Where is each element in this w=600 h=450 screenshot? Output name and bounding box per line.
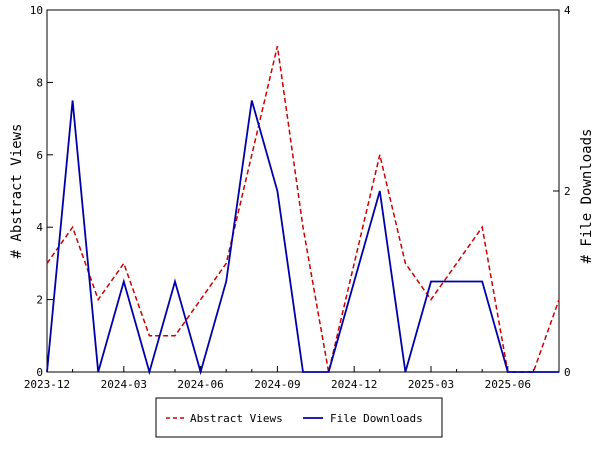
axes bbox=[46, 9, 560, 373]
y-axis-left-title: # Abstract Views bbox=[9, 124, 25, 259]
x-tick-label: 2023-12 bbox=[24, 378, 70, 391]
y-left-tick-label: 8 bbox=[36, 76, 43, 89]
y-left-tick-label: 6 bbox=[36, 149, 43, 162]
y-right-tick-label: 2 bbox=[564, 185, 571, 198]
x-tick-label: 2024-03 bbox=[101, 378, 147, 391]
legend-label-file-downloads: File Downloads bbox=[330, 412, 423, 425]
series-line-file-downloads bbox=[46, 100, 559, 376]
y-axis-right-title: # File Downloads bbox=[579, 129, 595, 264]
legend-box bbox=[155, 397, 443, 438]
x-tick-label: 2024-12 bbox=[331, 378, 377, 391]
y-left-tick-label: 10 bbox=[30, 4, 43, 17]
series-layer bbox=[46, 46, 560, 376]
legend: Abstract Views File Downloads bbox=[155, 397, 443, 438]
y-left-tick-label: 0 bbox=[36, 366, 43, 379]
x-tick-label: 2025-06 bbox=[485, 378, 531, 391]
y-right-tick-label: 4 bbox=[564, 4, 571, 17]
y-left-tick-label: 2 bbox=[36, 294, 43, 307]
x-tick-label: 2024-09 bbox=[254, 378, 300, 391]
series-line-abstract-views bbox=[46, 46, 560, 373]
x-tick-label: 2024-06 bbox=[177, 378, 223, 391]
y-left-tick-label: 4 bbox=[36, 221, 43, 234]
y-right-tick-label: 0 bbox=[564, 366, 571, 379]
legend-label-abstract-views: Abstract Views bbox=[190, 412, 283, 425]
plot-frame bbox=[46, 9, 560, 373]
x-tick-label: 2025-03 bbox=[408, 378, 454, 391]
